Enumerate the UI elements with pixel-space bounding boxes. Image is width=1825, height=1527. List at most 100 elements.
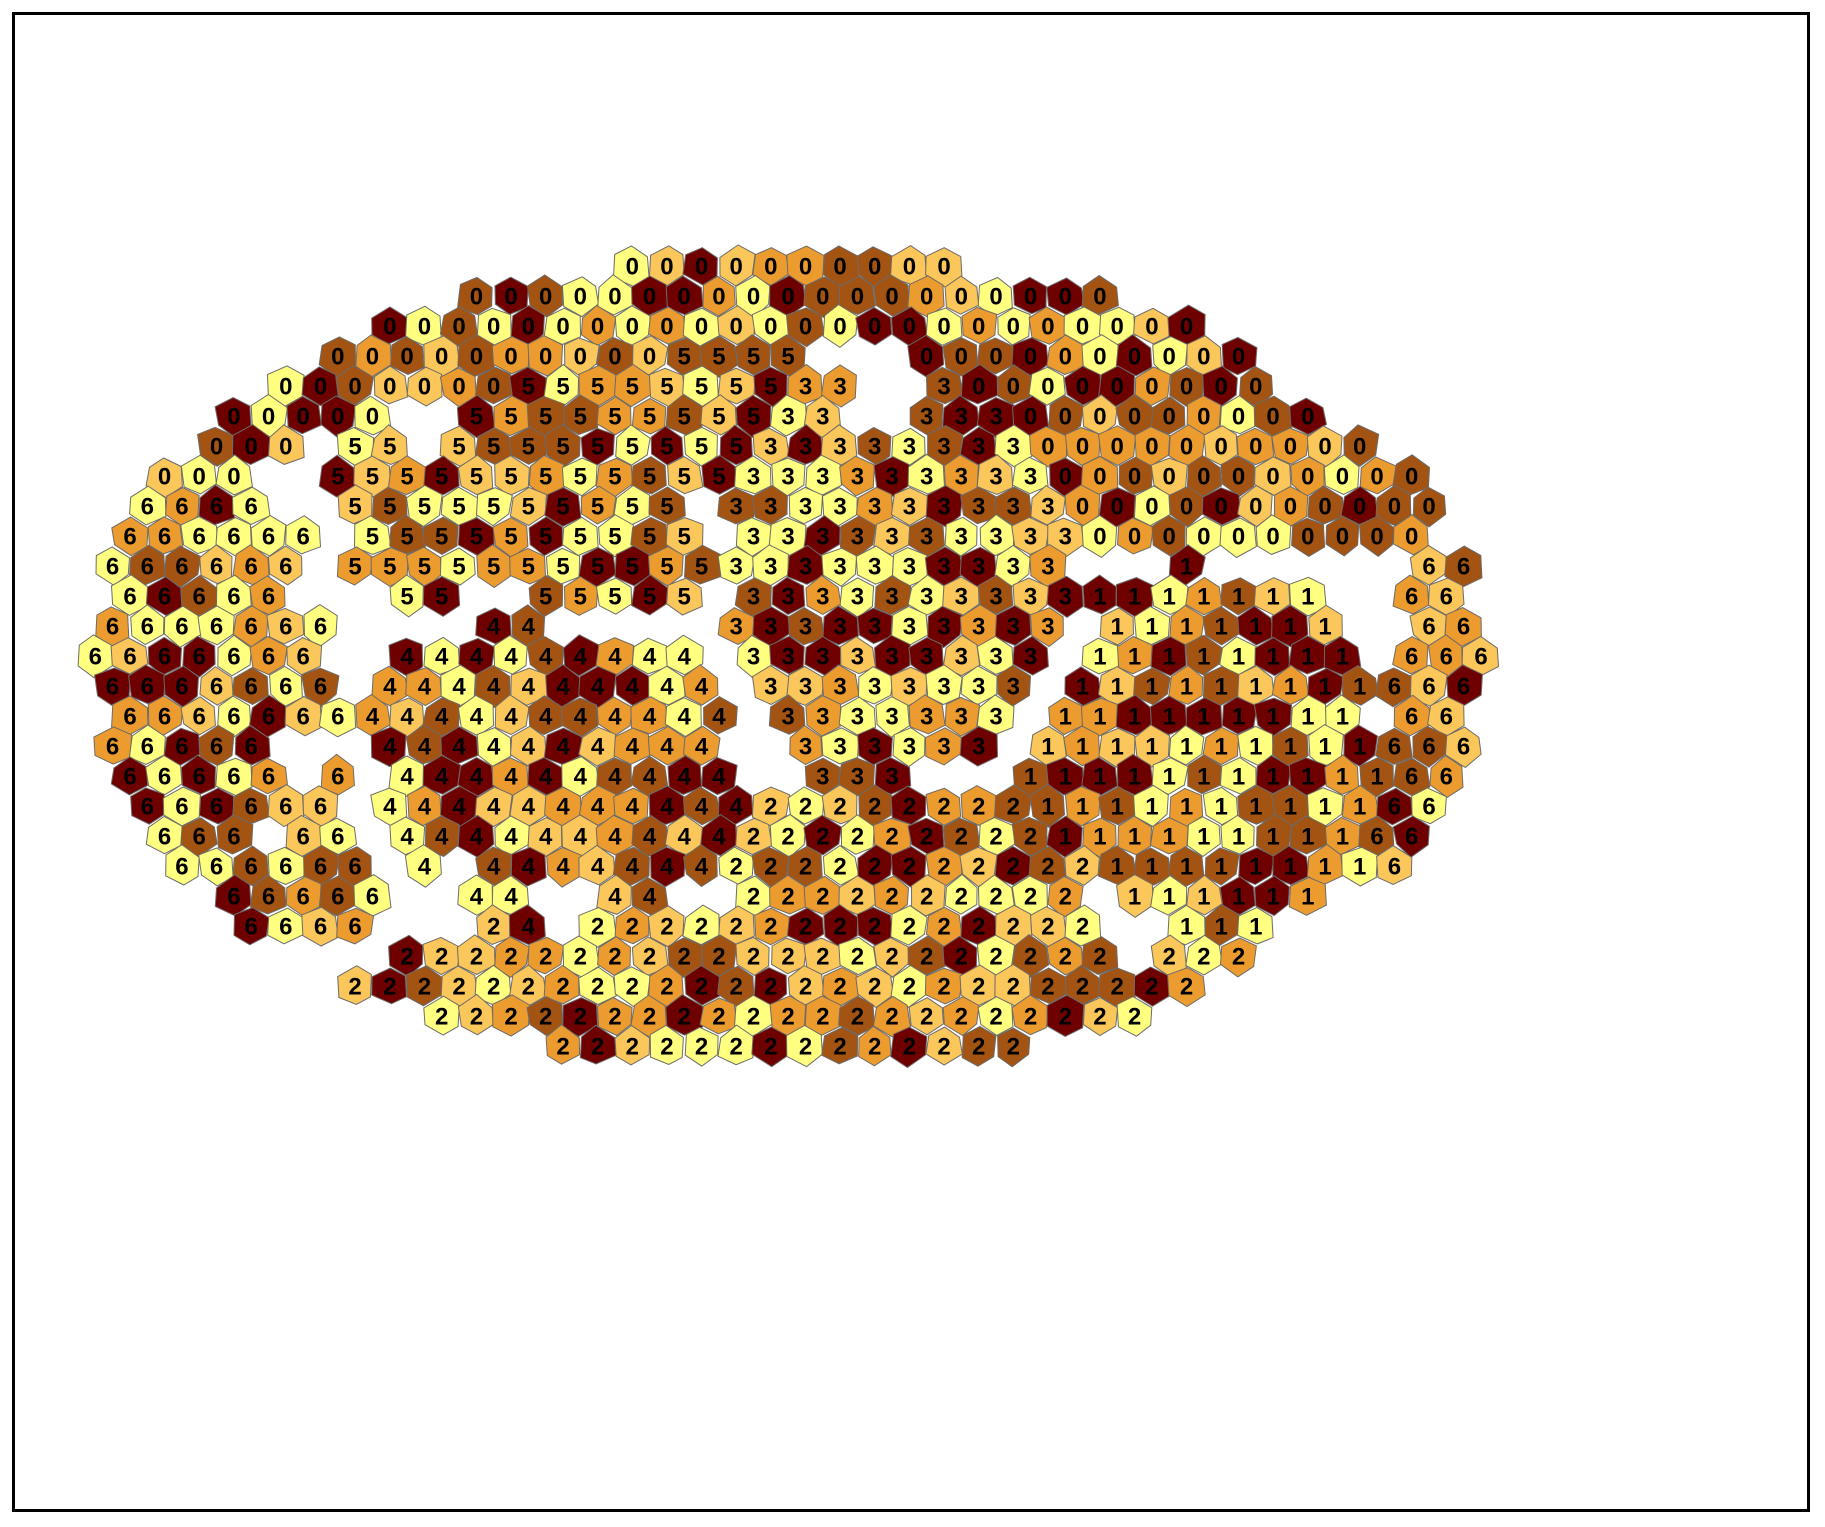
hex-cells: 0 0 0 0 0 0 0 0 0 00 0 0 0 0 0 0 0 0 0 0 0 0 0 0 0 0 0 00 0 0 0 0 0 0 0 0 0 0… (77, 244, 1500, 1069)
hex-cell-label: 0 (210, 434, 223, 461)
hex-cell-label: 3 (781, 644, 794, 671)
hex-cell (805, 454, 842, 497)
hex-cell-label: 3 (799, 734, 812, 761)
hex-cell-label: 5 (608, 524, 621, 551)
hex-cell (404, 844, 442, 888)
hex-cell-label: 1 (1128, 704, 1141, 731)
hex-cell-label: 3 (851, 524, 864, 551)
hex-cell-label: 1 (1076, 734, 1089, 761)
hex-cell-label: 6 (106, 734, 119, 761)
hex-cell-label: 0 (1249, 434, 1262, 461)
hex-cell-label: 5 (626, 494, 639, 521)
hex-cell (337, 965, 372, 1006)
hex-cell (457, 814, 495, 859)
hex-cell-label: 0 (626, 254, 639, 281)
hex-cell-label: 4 (435, 644, 449, 671)
hex-cell-label: 1 (1266, 824, 1279, 851)
hex-cell (232, 605, 269, 648)
hex-cell-label: 0 (1076, 314, 1089, 341)
hex-cell-label: 2 (695, 974, 708, 1001)
hex-cell-label: 4 (487, 614, 501, 641)
hex-cell-label: 0 (1266, 524, 1279, 551)
hex-cell-label: 2 (868, 1034, 881, 1061)
hex-cell-label: 2 (591, 914, 604, 941)
hex-cell-label: 3 (799, 614, 812, 641)
hex-cell-label: 0 (1128, 524, 1141, 551)
hex-cell-label: 6 (297, 824, 310, 851)
hex-cell (925, 787, 962, 827)
hex-cell-label: 2 (1232, 944, 1245, 971)
hex-cell-label: 2 (556, 1034, 569, 1061)
hex-cell-label: 5 (695, 434, 708, 461)
hex-cell-label: 4 (556, 794, 570, 821)
hex-cell-label: 6 (262, 884, 275, 911)
hex-cell-label: 3 (937, 494, 950, 521)
hex-cell (1081, 394, 1118, 436)
hex-cell-label: 1 (1249, 734, 1262, 761)
hex-cell-label: 4 (591, 794, 605, 821)
hex-cell-label: 4 (418, 734, 432, 761)
hex-cell-label: 4 (608, 644, 622, 671)
hex-cell-label: 2 (608, 944, 621, 971)
hex-cell (788, 486, 824, 525)
hex-cell-label: 0 (695, 314, 708, 341)
hex-cell-label: 5 (608, 584, 621, 611)
hex-cell-label: 2 (539, 1004, 552, 1031)
hex-cell (1219, 517, 1257, 559)
hex-cell (1255, 514, 1292, 555)
hex-cell-label: 4 (574, 704, 588, 731)
hex-cell-label: 5 (435, 584, 448, 611)
hex-cell-label: 4 (383, 674, 397, 701)
hex-cell (976, 694, 1015, 736)
hex-cell-label: 6 (245, 554, 258, 581)
hex-cell-label: 2 (1076, 974, 1089, 1001)
hex-cell (215, 757, 253, 797)
hex-cell-label: 6 (210, 854, 223, 881)
hex-cell-label: 0 (1180, 434, 1193, 461)
hex-cell-label: 5 (730, 374, 743, 401)
hex-cell-label: 5 (418, 554, 431, 581)
hex-cell-label: 3 (920, 464, 933, 491)
hex-cell (494, 455, 530, 497)
hex-cell-label: 5 (678, 344, 691, 371)
hex-cell (561, 697, 599, 738)
hex-cell-label: 0 (1163, 344, 1176, 371)
hex-cell-label: 4 (522, 734, 536, 761)
hex-cell (1012, 635, 1049, 676)
hex-cell-label: 2 (522, 974, 535, 1001)
hex-cell-label: 6 (348, 914, 361, 941)
hex-cell-label: 2 (781, 1004, 794, 1031)
hex-cell-label: 6 (314, 794, 327, 821)
hex-cell-label: 1 (1145, 734, 1158, 761)
hex-cell-label: 0 (435, 344, 448, 371)
hex-cell-label: 5 (712, 404, 725, 431)
hex-cell (370, 726, 407, 768)
hex-cell (320, 395, 357, 438)
hex-cell-label: 2 (643, 944, 656, 971)
hex-cell (1306, 425, 1343, 468)
hex-cell (318, 697, 357, 738)
hex-cell (997, 307, 1031, 346)
hex-cell-label: 5 (348, 494, 361, 521)
hex-cell-label: 3 (747, 644, 760, 671)
hex-cell-label: 2 (452, 974, 465, 1001)
hex-cell (1290, 456, 1325, 498)
hex-cell-label: 1 (1301, 764, 1314, 791)
hex-cell-label: 0 (227, 404, 240, 431)
hex-cell (664, 697, 702, 738)
hex-cell-label: 6 (1405, 584, 1418, 611)
hex-cell-label: 3 (989, 644, 1002, 671)
hex-cell (545, 663, 581, 709)
hex-cell (924, 967, 964, 1005)
hex-cell-label: 2 (608, 1004, 621, 1031)
hex-cell-label: 0 (1318, 494, 1331, 521)
hex-cell-label: 2 (348, 974, 361, 1001)
hex-cell (857, 426, 892, 466)
hex-cell (1289, 397, 1328, 436)
hex-cell-label: 0 (1128, 464, 1141, 491)
hex-cell-label: 5 (695, 374, 708, 401)
hex-cell-label: 1 (1059, 824, 1072, 851)
hex-cell (1098, 727, 1136, 768)
hex-cell (165, 844, 200, 886)
hex-cell-label: 6 (1422, 554, 1435, 581)
